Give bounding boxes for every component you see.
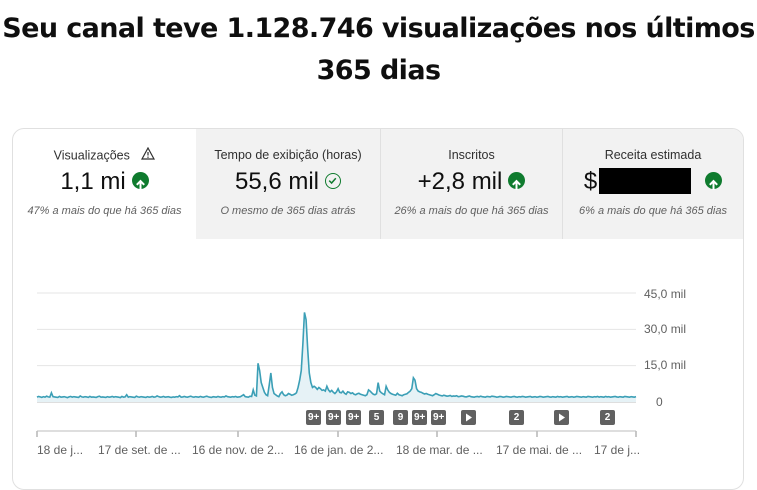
- page-headline: Seu canal teve 1.128.746 visualizações n…: [0, 8, 757, 92]
- y-tick-label: 0: [656, 395, 663, 409]
- arrow-up-icon: [131, 172, 149, 191]
- check-circle-icon: [325, 172, 342, 189]
- marker-badge[interactable]: 2: [509, 410, 524, 425]
- marker-badge[interactable]: 9: [393, 410, 408, 425]
- metric-tabs: Visualizações 1,1 mi 47% a mais do que h…: [13, 129, 743, 239]
- metric-value: +2,8 mil: [417, 168, 503, 195]
- marker-badge[interactable]: 9+: [326, 410, 342, 425]
- x-tick-label: 16 de nov. de 2...: [192, 443, 284, 457]
- x-tick-label: 16 de jan. de 2...: [294, 443, 384, 457]
- metric-label: Tempo de exibição (horas): [214, 148, 362, 162]
- metric-label: Inscritos: [448, 148, 495, 162]
- metric-label: Receita estimada: [604, 148, 702, 162]
- metric-value: 1,1 mi: [60, 168, 126, 195]
- arrow-up-icon: [508, 172, 526, 191]
- marker-badge[interactable]: 2: [600, 410, 615, 425]
- metric-label: Visualizações: [53, 148, 130, 163]
- x-tick-label: 18 de mar. de ...: [396, 443, 483, 457]
- marker-badge[interactable]: 9+: [431, 410, 447, 425]
- x-tick-label: 17 de j...: [594, 443, 641, 457]
- marker-badge[interactable]: 5: [369, 410, 384, 425]
- marker-badge[interactable]: 9+: [412, 410, 428, 425]
- analytics-card: Visualizações 1,1 mi 47% a mais do que h…: [12, 128, 744, 490]
- y-tick-label: 30,0 mil: [644, 322, 687, 336]
- headline-line-1: Seu canal teve 1.128.746 visualizações n…: [2, 13, 755, 44]
- y-tick-label: 15,0 mil: [644, 358, 687, 372]
- metric-comparison: 26% a mais do que há 365 dias: [394, 205, 549, 217]
- headline-line-2: 365 dias: [316, 55, 441, 86]
- y-tick-label: 45,0 mil: [644, 287, 687, 301]
- warning-icon[interactable]: [141, 146, 156, 163]
- x-tick-label: 17 de mai. de ...: [496, 443, 583, 457]
- metric-comparison: 6% a mais do que há 365 dias: [579, 205, 727, 217]
- marker-badge[interactable]: 9+: [346, 410, 362, 425]
- tab-views[interactable]: Visualizações 1,1 mi 47% a mais do que h…: [13, 129, 196, 239]
- arrow-up-icon: [705, 172, 723, 191]
- metric-value: 55,6 mil: [234, 168, 320, 195]
- metric-comparison: 47% a mais do que há 365 dias: [27, 205, 182, 217]
- play-icon[interactable]: [461, 410, 476, 425]
- tab-revenue[interactable]: Receita estimada $ 6% a mais do que há 3…: [562, 129, 743, 239]
- metric-comparison: O mesmo de 365 dias atrás: [220, 205, 356, 217]
- play-icon[interactable]: [554, 410, 569, 425]
- metric-value: $: [583, 168, 598, 195]
- x-tick-label: 18 de j...: [37, 443, 84, 457]
- x-tick-label: 17 de set. de ...: [98, 443, 181, 457]
- tab-subscribers[interactable]: Inscritos +2,8 mil 26% a mais do que há …: [380, 129, 562, 239]
- tab-watch-time[interactable]: Tempo de exibição (horas) 55,6 mil O mes…: [196, 129, 380, 239]
- marker-badge[interactable]: 9+: [306, 410, 322, 425]
- redacted-value: [599, 167, 692, 194]
